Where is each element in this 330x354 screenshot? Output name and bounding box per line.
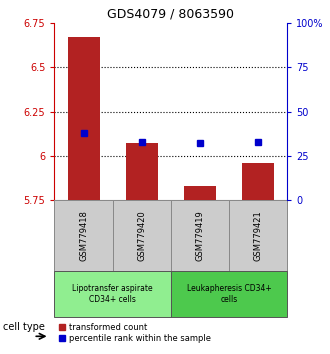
Bar — [171, 271, 287, 317]
Text: Leukapheresis CD34+
cells: Leukapheresis CD34+ cells — [186, 284, 271, 303]
Bar — [54, 200, 113, 271]
Bar — [126, 143, 158, 200]
Text: Lipotransfer aspirate
CD34+ cells: Lipotransfer aspirate CD34+ cells — [72, 284, 153, 303]
Bar — [229, 200, 287, 271]
Bar — [171, 200, 229, 271]
Title: GDS4079 / 8063590: GDS4079 / 8063590 — [107, 7, 234, 21]
Bar — [54, 271, 171, 317]
Text: GSM779421: GSM779421 — [253, 210, 263, 261]
Bar — [242, 163, 274, 200]
Bar — [184, 186, 216, 200]
Legend: transformed count, percentile rank within the sample: transformed count, percentile rank withi… — [59, 323, 211, 343]
Text: cell type: cell type — [3, 322, 45, 332]
Text: GSM779420: GSM779420 — [137, 210, 146, 261]
Text: GSM779418: GSM779418 — [79, 210, 88, 261]
Bar — [113, 200, 171, 271]
Bar — [68, 37, 100, 200]
Text: GSM779419: GSM779419 — [195, 210, 204, 261]
